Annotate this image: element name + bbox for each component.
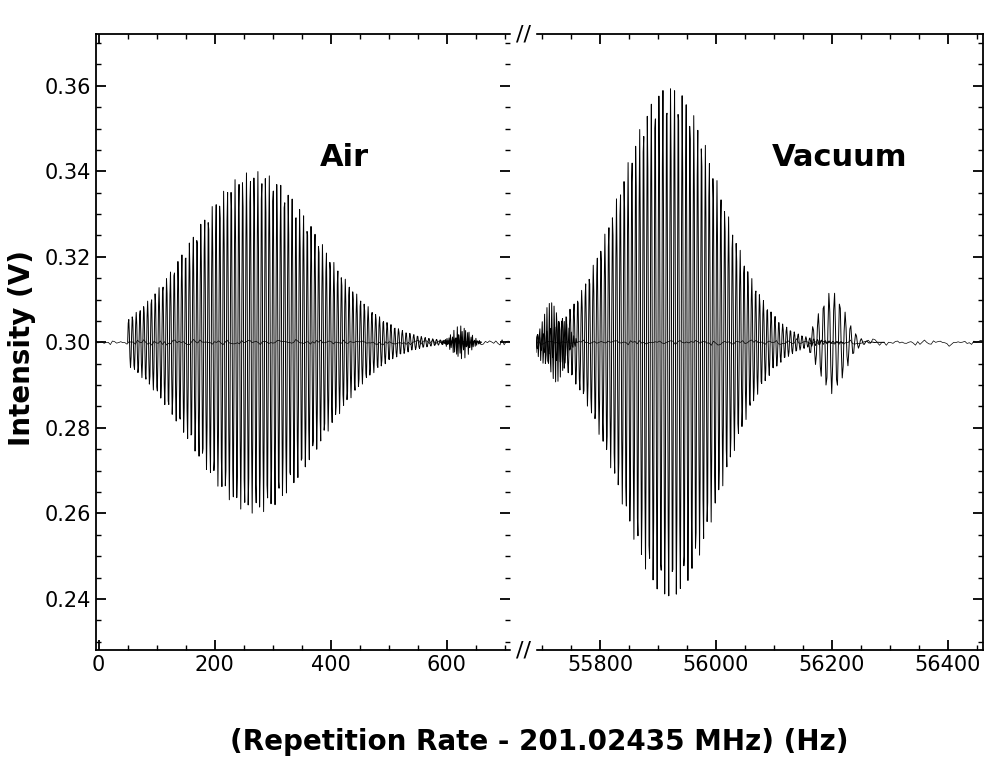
Text: Vacuum: Vacuum	[772, 143, 907, 172]
Text: //: //	[516, 24, 531, 44]
Text: Intensity (V): Intensity (V)	[8, 250, 36, 446]
Text: //: //	[516, 640, 531, 660]
Text: Air: Air	[320, 143, 369, 172]
Text: (Repetition Rate - 201.02435 MHz) (Hz): (Repetition Rate - 201.02435 MHz) (Hz)	[230, 728, 849, 756]
